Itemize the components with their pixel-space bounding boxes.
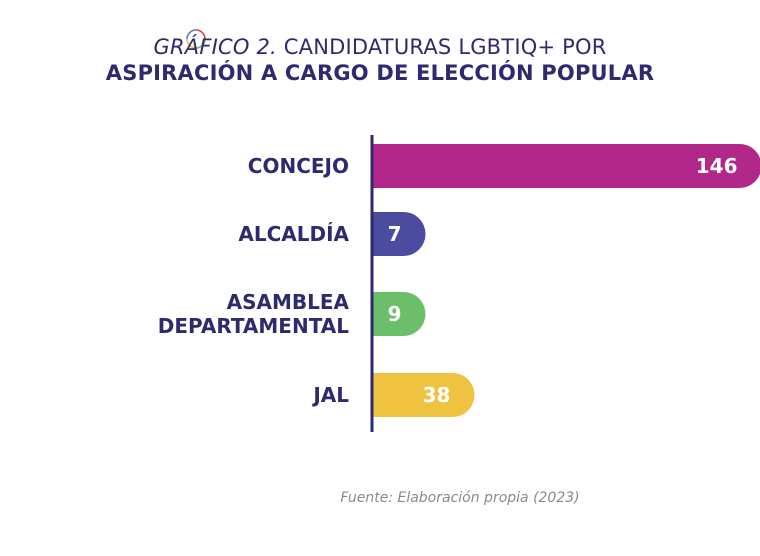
bar-value-label: 38 [423, 383, 451, 407]
bar-3 [373, 292, 426, 336]
category-label: ASAMBLEA [227, 290, 350, 314]
category-label: CONCEJO [248, 154, 349, 178]
bar-value-label: 7 [388, 222, 402, 246]
logo-ring-icon [186, 29, 206, 49]
category-label: JAL [311, 383, 349, 407]
bar-1 [373, 144, 760, 188]
source-note: Fuente: Elaboración propia (2023) [340, 490, 580, 506]
chart-title-prefix: GRÁFICO 2. [153, 35, 277, 59]
bar-value-label: 146 [696, 154, 738, 178]
bar-2 [373, 212, 426, 256]
category-label: ALCALDÍA [238, 222, 349, 246]
chart-title-line2: ASPIRACIÓN A CARGO DE ELECCIÓN POPULAR [105, 61, 655, 85]
chart-title-line1: GRÁFICO 2. CANDIDATURAS LGBTIQ+ POR [0, 34, 760, 60]
chart-title: GRÁFICO 2. CANDIDATURAS LGBTIQ+ POR ASPI… [0, 34, 760, 86]
chart-title-rest: CANDIDATURAS LGBTIQ+ POR [276, 35, 607, 59]
bar-4 [373, 373, 475, 417]
category-label: DEPARTAMENTAL [158, 314, 350, 338]
bar-value-label: 9 [388, 302, 402, 326]
